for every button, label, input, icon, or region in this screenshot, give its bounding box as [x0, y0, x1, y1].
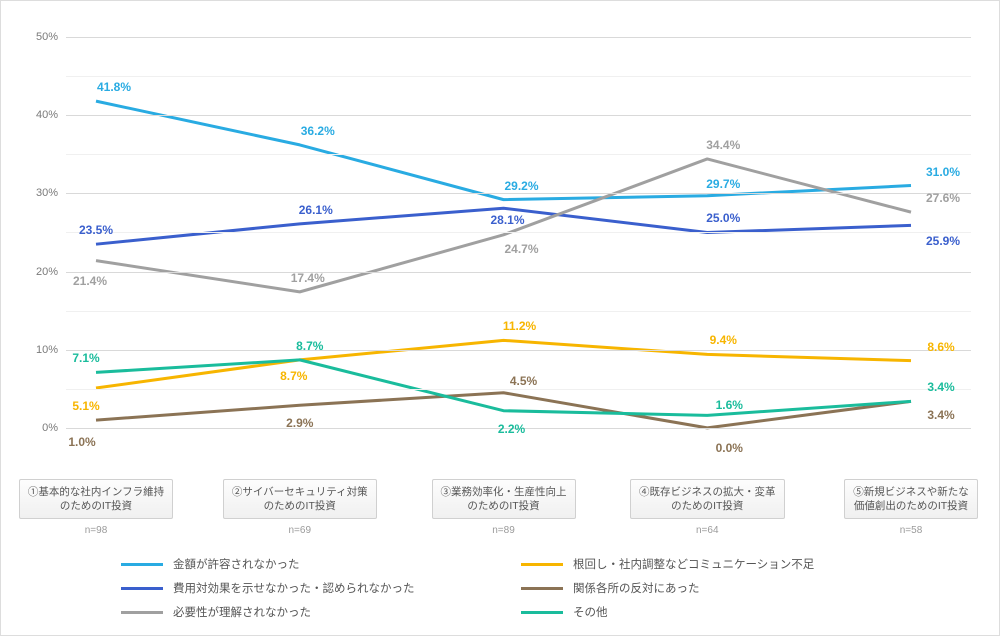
value-label: 2.2%: [498, 422, 525, 436]
value-label: 25.0%: [706, 211, 740, 225]
value-label: 8.7%: [296, 339, 323, 353]
legend-swatch: [121, 611, 163, 614]
value-label: 0.0%: [716, 441, 743, 455]
x-axis-category-label-line1: ③業務効率化・生産性向上: [441, 486, 567, 498]
gridline-minor: [66, 154, 971, 155]
value-label: 28.1%: [490, 213, 524, 227]
value-label: 3.4%: [927, 408, 954, 422]
legend-label: 必要性が理解されなかった: [173, 604, 311, 620]
legend-swatch: [521, 587, 563, 590]
value-label: 29.7%: [706, 177, 740, 191]
x-axis-category-box: ③業務効率化・生産性向上のためのIT投資: [432, 479, 576, 519]
legend-item: 必要性が理解されなかった: [121, 604, 521, 620]
x-axis-category-label-line1: ①基本的な社内インフラ維持: [28, 486, 164, 498]
legend-swatch: [121, 563, 163, 566]
x-axis-category-label-line1: ⑤新規ビジネスや新たな: [853, 486, 969, 498]
value-label: 1.0%: [68, 435, 95, 449]
legend-item: 費用対効果を示せなかった・認められなかった: [121, 580, 521, 596]
x-axis-category-box: ②サイバーセキュリティ対策のためのIT投資: [223, 479, 377, 519]
value-label: 3.4%: [927, 380, 954, 394]
value-label: 26.1%: [299, 203, 333, 217]
y-axis-tick-label: 50%: [36, 31, 58, 43]
legend-item: 根回し・社内調整などコミュニケーション不足: [521, 556, 921, 572]
x-axis-category-n: n=98: [6, 525, 186, 536]
y-axis-tick-label: 10%: [36, 344, 58, 356]
gridline-major: [66, 193, 971, 194]
x-axis-category: ③業務効率化・生産性向上のためのIT投資 n=89: [414, 479, 594, 536]
x-axis-category-label-line2: のためのIT投資: [60, 500, 132, 512]
gridline-minor: [66, 76, 971, 77]
gridline-major: [66, 350, 971, 351]
series-line: [96, 360, 911, 416]
x-axis-category-n: n=89: [414, 525, 594, 536]
value-label: 31.0%: [926, 165, 960, 179]
value-label: 34.4%: [706, 138, 740, 152]
x-axis-category-box: ⑤新規ビジネスや新たな価値創出のためのIT投資: [844, 479, 978, 519]
legend-label: 費用対効果を示せなかった・認められなかった: [173, 580, 415, 596]
y-axis-tick-label: 40%: [36, 109, 58, 121]
y-axis-tick-label: 20%: [36, 266, 58, 278]
legend-item: その他: [521, 604, 921, 620]
legend: 金額が許容されなかった 根回し・社内調整などコミュニケーション不足費用対効果を示せ…: [121, 556, 921, 620]
y-axis-tick-label: 30%: [36, 187, 58, 199]
x-axis-category-label-line2: 価値創出のためのIT投資: [854, 500, 968, 512]
gridline-major: [66, 115, 971, 116]
legend-label: 金額が許容されなかった: [173, 556, 300, 572]
gridline-major: [66, 37, 971, 38]
x-axis-category-box: ①基本的な社内インフラ維持のためのIT投資: [19, 479, 173, 519]
line-chart-container: 0% 10% 20% 30% 40% 50% 41.8% 36.2% 29.2% 29.7% 31.…: [0, 0, 1000, 636]
x-axis-category: ⑤新規ビジネスや新たな価値創出のためのIT投資 n=58: [821, 479, 1000, 536]
legend-swatch: [121, 587, 163, 590]
x-axis-category-label-line2: のためのIT投資: [467, 500, 539, 512]
value-label: 8.7%: [280, 369, 307, 383]
gridline-minor: [66, 311, 971, 312]
x-axis-category: ②サイバーセキュリティ対策のためのIT投資 n=69: [210, 479, 390, 536]
value-label: 27.6%: [926, 191, 960, 205]
value-label: 21.4%: [73, 274, 107, 288]
legend-item: 関係各所の反対にあった: [521, 580, 921, 596]
gridline-minor: [66, 232, 971, 233]
legend-label: その他: [573, 604, 608, 620]
value-label: 41.8%: [97, 80, 131, 94]
legend-item: 金額が許容されなかった: [121, 556, 521, 572]
value-label: 25.9%: [926, 234, 960, 248]
legend-label: 根回し・社内調整などコミュニケーション不足: [573, 556, 814, 572]
plot-area: 0%10%20%30%40%50%41.8%36.2%29.2%29.7%31.…: [66, 37, 971, 467]
legend-swatch: [521, 611, 563, 614]
legend-label: 関係各所の反対にあった: [573, 580, 700, 596]
x-axis-category-label-line2: のためのIT投資: [671, 500, 743, 512]
x-axis-category-box: ④既存ビジネスの拡大・変革のためのIT投資: [630, 479, 785, 519]
x-axis-category: ④既存ビジネスの拡大・変革のためのIT投資 n=64: [617, 479, 797, 536]
value-label: 2.9%: [286, 416, 313, 430]
x-axis-category-n: n=58: [821, 525, 1000, 536]
x-axis-category-n: n=64: [617, 525, 797, 536]
value-label: 17.4%: [291, 271, 325, 285]
x-axis-category: ①基本的な社内インフラ維持のためのIT投資 n=98: [6, 479, 186, 536]
value-label: 7.1%: [72, 351, 99, 365]
x-axis-category-label-line1: ④既存ビジネスの拡大・変革: [639, 486, 776, 498]
value-label: 11.2%: [503, 319, 536, 333]
x-axis-category-n: n=69: [210, 525, 390, 536]
legend-swatch: [521, 563, 563, 566]
value-label: 36.2%: [301, 124, 335, 138]
y-axis-tick-label: 0%: [42, 422, 58, 434]
value-label: 23.5%: [79, 223, 113, 237]
value-label: 9.4%: [710, 333, 737, 347]
gridline-minor: [66, 389, 971, 390]
value-label: 5.1%: [72, 399, 99, 413]
value-label: 24.7%: [504, 242, 538, 256]
gridline-major: [66, 272, 971, 273]
legend-grid: 金額が許容されなかった 根回し・社内調整などコミュニケーション不足費用対効果を示せ…: [121, 556, 921, 620]
value-label: 4.5%: [510, 374, 537, 388]
value-label: 1.6%: [716, 398, 743, 412]
x-axis-category-label-line2: のためのIT投資: [264, 500, 336, 512]
value-label: 8.6%: [927, 340, 954, 354]
value-label: 29.2%: [504, 179, 538, 193]
x-axis-category-label-line1: ②サイバーセキュリティ対策: [232, 486, 368, 498]
